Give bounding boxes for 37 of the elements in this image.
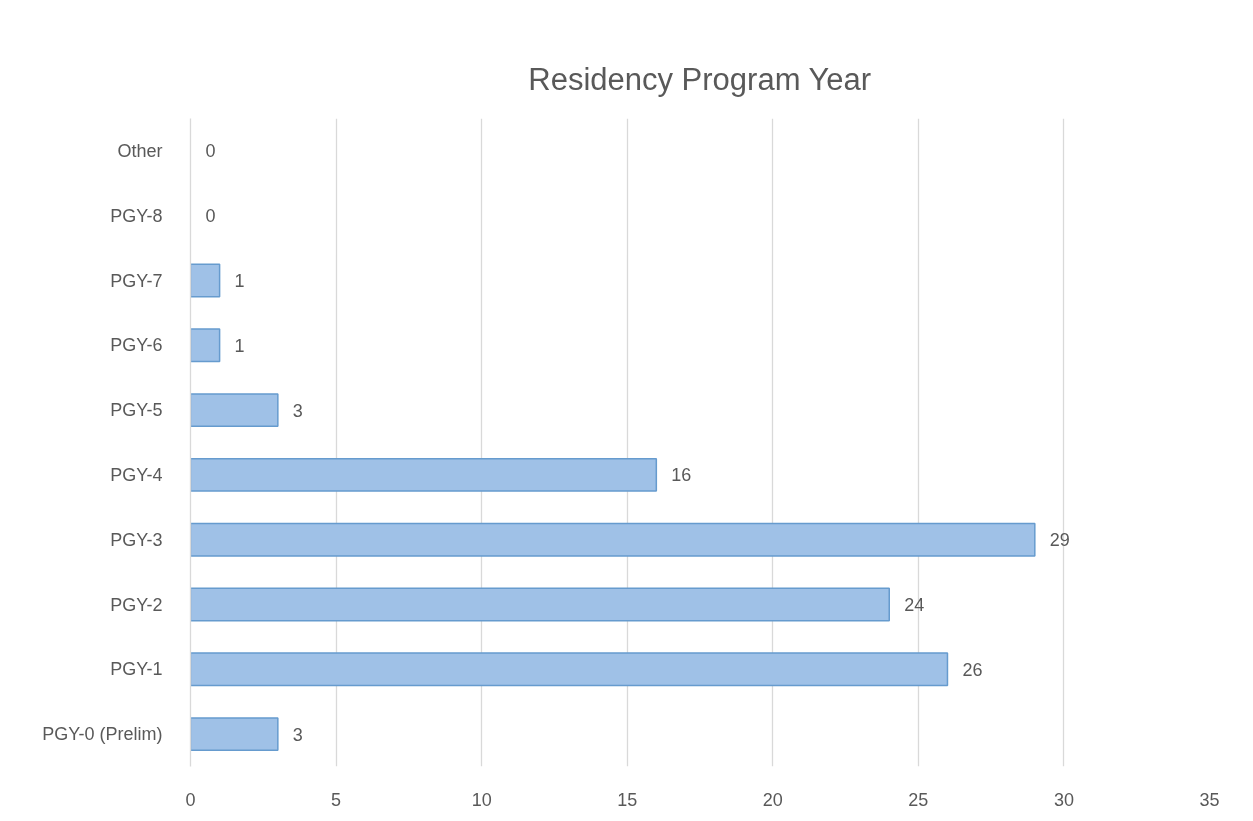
x-tick-label: 0: [185, 789, 196, 810]
data-label: 0: [205, 141, 216, 162]
bar: [190, 328, 221, 363]
bar: [190, 393, 279, 428]
data-label: 1: [234, 271, 245, 291]
data-label: 29: [1049, 530, 1070, 551]
x-tick-label: 25: [908, 789, 929, 810]
y-tick-label: PGY-6: [110, 335, 163, 356]
x-tick-label: 30: [1053, 789, 1074, 810]
data-label: 1: [234, 335, 245, 356]
y-tick-label: PGY-5: [110, 400, 163, 421]
x-tick-label: 5: [331, 789, 342, 810]
chart-title: Residency Program Year: [528, 61, 872, 97]
y-tick-label: PGY-7: [110, 270, 163, 291]
bar: [190, 522, 1036, 557]
bar: [190, 652, 949, 687]
y-tick-label: PGY-8: [110, 205, 163, 226]
data-label: 16: [671, 465, 692, 486]
y-tick-label: PGY-2: [110, 594, 163, 615]
y-tick-label: PGY-0 (Prelim): [42, 724, 163, 745]
data-label: 0: [205, 206, 216, 227]
y-tick-label: PGY-3: [110, 529, 163, 550]
y-tick-label: PGY-1: [110, 659, 163, 680]
x-tick-label: 35: [1199, 789, 1220, 810]
bar: [190, 717, 279, 752]
bar: [190, 263, 221, 298]
x-tick-label: 20: [762, 789, 783, 810]
bar: [190, 457, 658, 492]
data-label: 26: [962, 659, 983, 680]
y-tick-label: PGY-4: [110, 464, 163, 485]
data-label: 3: [292, 400, 303, 421]
y-tick-label: Other: [117, 140, 163, 161]
data-label: 24: [904, 595, 925, 615]
x-tick-label: 10: [471, 789, 492, 810]
x-tick-label: 15: [617, 789, 638, 810]
data-label: 3: [292, 724, 303, 745]
bar: [190, 587, 890, 622]
